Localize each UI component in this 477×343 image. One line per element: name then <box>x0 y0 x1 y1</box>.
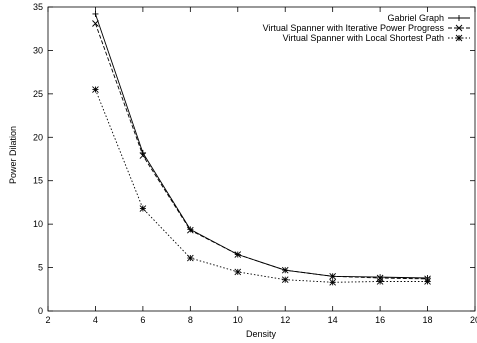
y-axis-label: Power Dilation <box>8 126 18 184</box>
x-tick-label: 12 <box>280 315 290 325</box>
axes-group <box>47 6 476 312</box>
series-1 <box>92 10 431 281</box>
data-point-marker <box>234 251 242 258</box>
data-point-marker <box>329 272 336 280</box>
y-tick-label: 20 <box>33 132 43 142</box>
y-tick-label: 30 <box>33 45 43 55</box>
plot-frame <box>47 6 476 312</box>
series-2 <box>92 20 431 283</box>
ticks-group: 2 4 6 8 10 12 14 16 18 20 0 5 10 15 20 25 30 35 <box>33 2 477 325</box>
legend-label: Virtual Spanner with Local Shortest Path <box>283 33 444 43</box>
data-point-marker <box>424 278 431 285</box>
x-tick-label: 4 <box>93 315 98 325</box>
x-tick-label: 14 <box>328 315 338 325</box>
legend-label: Gabriel Graph <box>387 13 444 23</box>
data-point-marker <box>92 86 99 93</box>
series-line <box>94 89 428 283</box>
y-tick-label: 10 <box>33 219 43 229</box>
y-tick-label: 5 <box>38 263 43 273</box>
data-point-marker <box>376 278 384 285</box>
x-tick-label: 2 <box>45 315 50 325</box>
data-point-marker <box>234 268 242 276</box>
series-line <box>94 23 428 280</box>
x-tick-label: 20 <box>470 315 477 325</box>
series-3 <box>92 86 431 286</box>
legend-entry: Gabriel Graph <box>387 13 470 23</box>
y-tick-label: 25 <box>33 89 43 99</box>
data-point-marker <box>139 152 147 159</box>
y-tick-label: 0 <box>38 306 43 316</box>
legend-marker <box>455 34 463 42</box>
x-tick-label: 8 <box>188 315 193 325</box>
x-tick-label: 6 <box>140 315 145 325</box>
x-tick-label: 18 <box>423 315 433 325</box>
y-tick-label: 35 <box>33 2 43 12</box>
legend-entry: Virtual Spanner with Local Shortest Path <box>283 33 470 43</box>
data-point-marker <box>139 205 147 212</box>
data-point-marker <box>281 276 289 284</box>
data-point-marker <box>92 20 99 27</box>
series-group <box>92 10 431 286</box>
y-tick-label: 15 <box>33 176 43 186</box>
legend-marker <box>455 24 463 32</box>
x-tick-label: 16 <box>375 315 385 325</box>
x-axis-label: Density <box>246 329 277 339</box>
legend-label: Virtual Spanner with Iterative Power Pro… <box>263 23 445 33</box>
x-tick-label: 10 <box>233 315 243 325</box>
legend-entry: Virtual Spanner with Iterative Power Pro… <box>263 23 470 33</box>
series-line <box>94 13 428 279</box>
data-point-marker <box>329 279 336 286</box>
data-point-marker <box>187 254 194 262</box>
data-point-marker <box>281 266 289 274</box>
data-point-marker <box>187 226 194 234</box>
